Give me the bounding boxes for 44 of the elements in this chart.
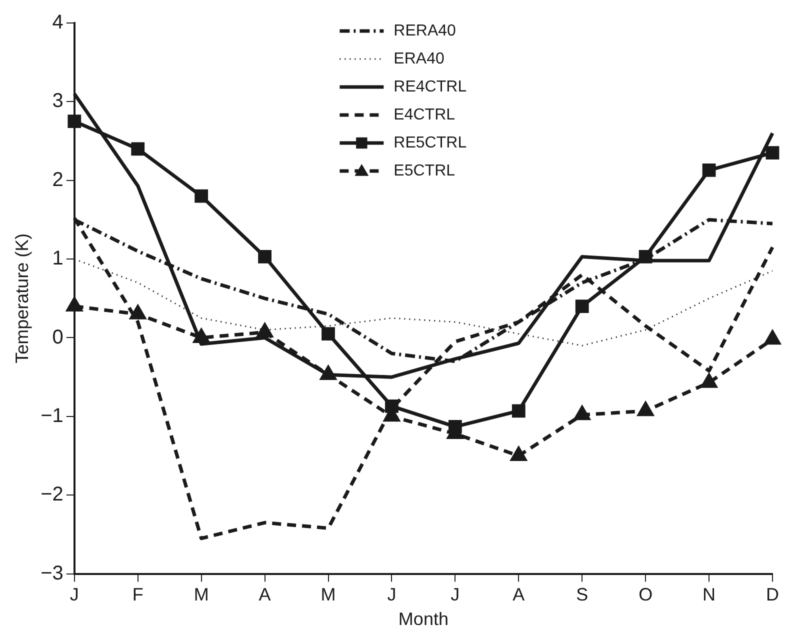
point xyxy=(764,330,780,345)
legend-label: RERA40 xyxy=(394,22,456,40)
y-tick-label: −2 xyxy=(40,484,64,506)
point xyxy=(194,189,208,203)
x-tick-label: M xyxy=(320,584,336,605)
y-tick-label: 2 xyxy=(52,168,64,191)
y-tick-label: 0 xyxy=(52,326,64,348)
legend-label: E4CTRL xyxy=(394,106,456,124)
x-axis-title: Month xyxy=(398,609,448,630)
legend-label: E5CTRL xyxy=(394,162,456,180)
x-tick-label: J xyxy=(70,584,79,605)
legend-label: RE5CTRL xyxy=(394,134,467,152)
point xyxy=(638,402,654,416)
y-tick-label: 3 xyxy=(52,90,64,112)
point xyxy=(66,298,82,312)
y-tick-label: 4 xyxy=(52,12,64,34)
point xyxy=(574,406,590,420)
legend-label: ERA40 xyxy=(394,50,444,68)
point xyxy=(322,327,335,341)
point xyxy=(131,142,145,156)
point xyxy=(68,114,82,128)
x-tick-label: S xyxy=(576,584,588,605)
x-tick-label: J xyxy=(387,584,396,605)
y-tick-label: −1 xyxy=(40,404,64,427)
x-tick-label: D xyxy=(766,584,779,605)
point xyxy=(701,374,717,388)
point xyxy=(258,250,272,264)
point xyxy=(256,323,273,338)
x-tick-label: M xyxy=(194,584,209,605)
x-tick-label: O xyxy=(638,584,653,605)
y-tick-label: 1 xyxy=(52,248,64,270)
x-tick-label: A xyxy=(258,584,271,605)
point xyxy=(510,447,526,462)
point xyxy=(766,146,780,160)
x-tick-label: J xyxy=(450,584,460,605)
y-axis-title: Temperature (K) xyxy=(12,233,32,364)
x-tick-label: F xyxy=(132,584,144,605)
point xyxy=(130,305,146,320)
x-tick-label: N xyxy=(702,584,716,605)
point xyxy=(702,163,716,177)
legend-label: RE4CTRL xyxy=(394,78,467,96)
point xyxy=(575,300,589,313)
x-tick-label: A xyxy=(512,584,525,605)
y-tick-label: −3 xyxy=(40,562,64,584)
